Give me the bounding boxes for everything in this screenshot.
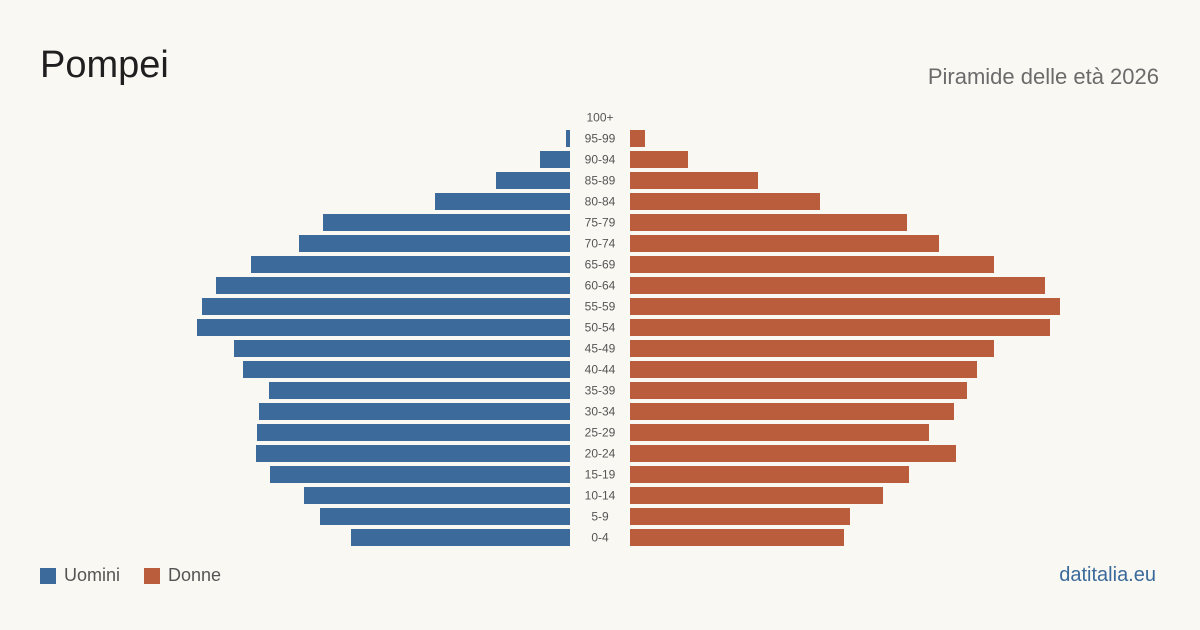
bar-women-85-89 [630,172,758,189]
bar-men-80-84 [435,193,570,210]
bar-men-35-39 [269,382,570,399]
age-label-65-69: 65-69 [585,258,616,272]
bar-women-40-44 [630,361,977,378]
bar-men-60-64 [216,277,570,294]
bar-women-20-24 [630,445,956,462]
age-label-20-24: 20-24 [585,447,616,461]
age-label-35-39: 35-39 [585,384,616,398]
age-label-25-29: 25-29 [585,426,616,440]
bar-men-90-94 [540,151,570,168]
bar-men-55-59 [202,298,570,315]
age-label-75-79: 75-79 [585,216,616,230]
bar-men-50-54 [197,319,570,336]
legend-item-women: Donne [144,565,221,586]
age-label-95-99: 95-99 [585,132,616,146]
bar-men-30-34 [259,403,570,420]
bar-women-80-84 [630,193,820,210]
bar-women-30-34 [630,403,954,420]
age-label-50-54: 50-54 [585,321,616,335]
age-label-5-9: 5-9 [591,510,609,524]
bar-men-75-79 [323,214,570,231]
bar-men-10-14 [304,487,570,504]
bar-men-85-89 [496,172,570,189]
bar-women-0-4 [630,529,844,546]
age-label-10-14: 10-14 [585,489,616,503]
age-label-90-94: 90-94 [585,153,616,167]
age-label-100plus: 100+ [586,111,613,125]
age-label-45-49: 45-49 [585,342,616,356]
bar-women-70-74 [630,235,939,252]
brand-link[interactable]: datitalia.eu [1059,564,1156,586]
chart-title: Pompei [40,44,169,86]
bar-women-75-79 [630,214,907,231]
age-label-40-44: 40-44 [585,363,616,377]
bar-women-45-49 [630,340,994,357]
bar-men-5-9 [320,508,570,525]
bar-women-15-19 [630,466,909,483]
age-label-15-19: 15-19 [585,468,616,482]
legend-label-men: Uomini [64,565,121,585]
bar-women-50-54 [630,319,1050,336]
bar-women-95-99 [630,130,645,147]
bar-men-20-24 [256,445,570,462]
bar-women-10-14 [630,487,883,504]
age-label-80-84: 80-84 [585,195,616,209]
bar-women-90-94 [630,151,688,168]
age-label-0-4: 0-4 [591,531,609,545]
age-label-55-59: 55-59 [585,300,616,314]
bar-women-35-39 [630,382,967,399]
legend: Uomini Donne [40,565,221,586]
bar-women-55-59 [630,298,1060,315]
bar-women-25-29 [630,424,929,441]
legend-swatch-men [40,567,56,584]
legend-label-women: Donne [168,565,222,585]
age-label-70-74: 70-74 [585,237,616,251]
bar-men-40-44 [243,361,570,378]
bar-men-45-49 [234,340,570,357]
age-label-30-34: 30-34 [585,405,616,419]
bar-women-60-64 [630,277,1045,294]
legend-item-men: Uomini [40,565,120,586]
bar-women-65-69 [630,256,994,273]
bar-men-0-4 [351,529,570,546]
bar-women-5-9 [630,508,850,525]
bar-men-65-69 [251,256,570,273]
bar-men-95-99 [566,130,570,147]
bar-men-15-19 [270,466,570,483]
bar-men-70-74 [299,235,570,252]
age-label-60-64: 60-64 [585,279,616,293]
bar-men-25-29 [257,424,570,441]
legend-swatch-women [144,567,161,584]
chart-subtitle: Piramide delle età 2026 [927,64,1159,89]
age-label-85-89: 85-89 [585,174,616,188]
